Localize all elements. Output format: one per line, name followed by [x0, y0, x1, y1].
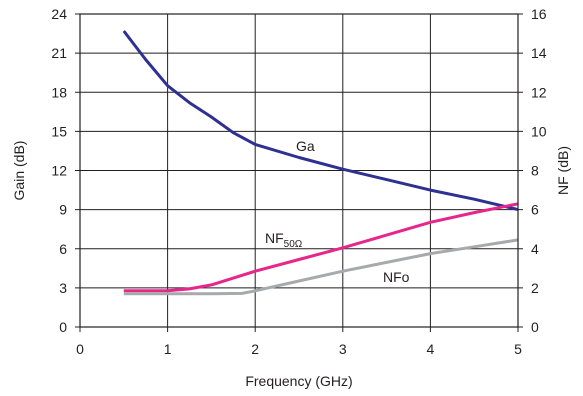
series-label-nf50: NF50Ω — [265, 230, 303, 250]
y-right-tick-label-14: 14 — [531, 45, 547, 61]
series-line-nfo — [123, 238, 519, 296]
y-axis-left-title: Gain (dB) — [11, 141, 27, 201]
y-left-tick-label-21: 21 — [51, 45, 67, 61]
y-right-tick-label-6: 6 — [531, 202, 539, 218]
y-right-tick-label-12: 12 — [531, 84, 547, 100]
y-left-tick-label-18: 18 — [51, 84, 67, 100]
series-label-nf50-sub: 50Ω — [284, 239, 303, 250]
series-label-nf50-main: NF — [265, 230, 284, 246]
y-right-tick-label-2: 2 — [531, 280, 539, 296]
y-left-tick-label-0: 0 — [59, 319, 67, 335]
x-tick-label-4: 4 — [427, 341, 435, 357]
y-right-tick-label-0: 0 — [531, 319, 539, 335]
y-right-tick-label-10: 10 — [531, 123, 547, 139]
series-line-ga — [122, 30, 519, 212]
x-tick-label-3: 3 — [339, 341, 347, 357]
y-left-tick-label-12: 12 — [51, 163, 67, 179]
y-right-tick-label-4: 4 — [531, 241, 539, 257]
y-left-tick-label-3: 3 — [59, 280, 67, 296]
y-left-tick-label-24: 24 — [51, 6, 67, 22]
x-axis-title: Frequency (GHz) — [245, 373, 352, 389]
series-layer — [122, 30, 519, 296]
series-line-nf50 — [123, 202, 519, 293]
x-tick-label-0: 0 — [76, 341, 84, 357]
y-left-tick-label-15: 15 — [51, 123, 67, 139]
y-left-tick-label-6: 6 — [59, 241, 67, 257]
y-axis-right-title: NF (dB) — [555, 146, 571, 195]
grid — [80, 14, 518, 327]
x-tick-label-1: 1 — [164, 341, 172, 357]
series-label-ga: Ga — [296, 138, 315, 154]
y-right-tick-label-8: 8 — [531, 163, 539, 179]
x-tick-label-5: 5 — [514, 341, 522, 357]
y-left-tick-label-9: 9 — [59, 202, 67, 218]
x-tick-label-2: 2 — [251, 341, 259, 357]
y-right-tick-label-16: 16 — [531, 6, 547, 22]
series-label-nfo: NFo — [383, 269, 410, 285]
